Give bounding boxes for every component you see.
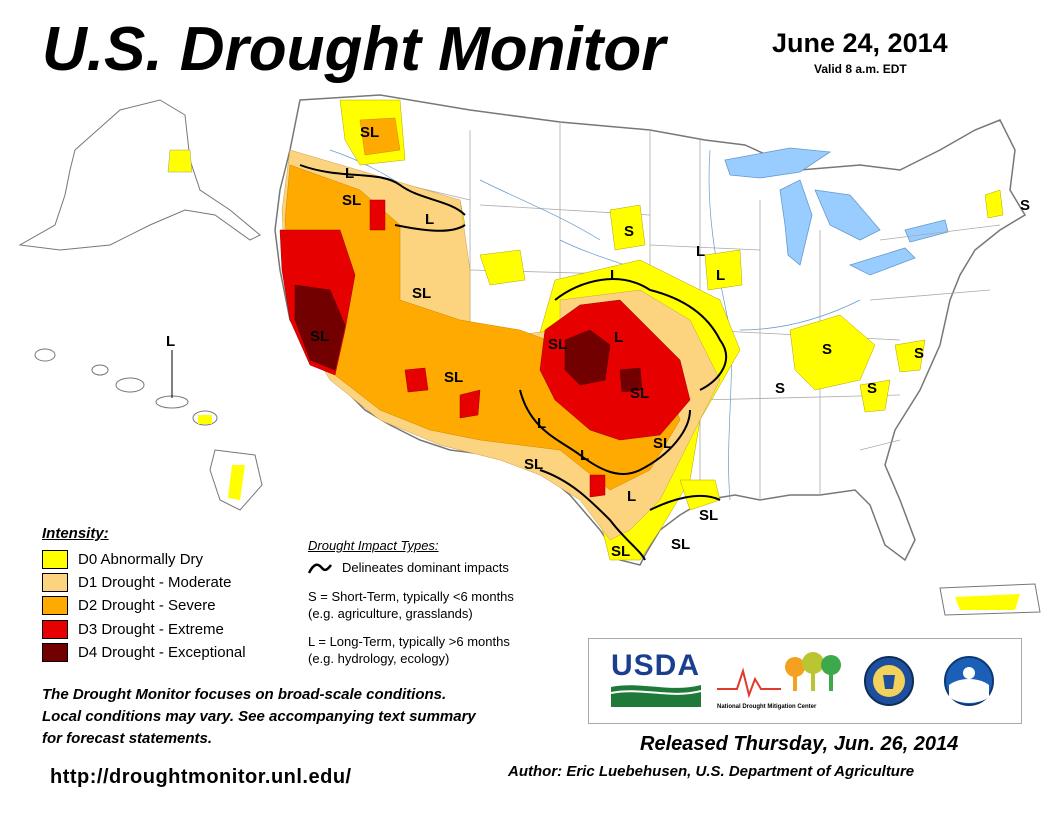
long-term-example: (e.g. hydrology, ecology) xyxy=(308,651,450,666)
short-term-text: S = Short-Term, typically <6 months xyxy=(308,589,514,604)
note-line: for forecast statements. xyxy=(42,730,213,747)
map-label: S xyxy=(624,223,634,240)
ndmc-logo: National Drought Mitigation Center xyxy=(717,649,845,715)
hawaii-d0b xyxy=(198,415,212,424)
long-term-text: L = Long-Term, typically >6 months xyxy=(308,634,510,649)
alaska-d0 xyxy=(167,149,193,173)
legend-item-d0: D0 Abnormally Dry xyxy=(42,549,203,569)
map-label: SL xyxy=(611,543,630,560)
map-label: L xyxy=(580,447,589,464)
valid-time: Valid 8 a.m. EDT xyxy=(814,62,907,76)
short-term-example: (e.g. agriculture, grasslands) xyxy=(308,606,473,621)
ndmc-logo-text: National Drought Mitigation Center xyxy=(717,704,817,710)
noaa-logo-icon xyxy=(944,656,994,706)
map-label: L xyxy=(166,333,175,350)
delineation-line-icon xyxy=(308,563,332,574)
map-label: SL xyxy=(630,385,649,402)
delineation-text: Delineates dominant impacts xyxy=(342,560,509,575)
website-url[interactable]: http://droughtmonitor.unl.edu/ xyxy=(50,766,352,788)
ndmc-trees-icon xyxy=(717,652,841,699)
legend-label: D1 Drought - Moderate xyxy=(78,573,232,591)
map-label: L xyxy=(627,488,636,505)
map-label: L xyxy=(425,211,434,228)
usda-field-icon xyxy=(611,685,701,707)
legend-swatch xyxy=(42,549,68,569)
usda-logo-text: USDA xyxy=(611,649,701,682)
note-line: Local conditions may vary. See accompany… xyxy=(42,708,476,725)
map-label: SL xyxy=(671,536,690,553)
puerto-rico-d0 xyxy=(955,594,1020,610)
doc-seal-icon xyxy=(864,656,914,706)
legend-swatch xyxy=(42,642,68,662)
impact-title: Drought Impact Types: xyxy=(308,538,439,553)
map-label: L xyxy=(716,267,725,284)
map-label: S xyxy=(867,380,877,397)
disclaimer-note: The Drought Monitor focuses on broad-sca… xyxy=(42,684,476,750)
legend-title: Intensity: xyxy=(42,525,109,542)
map-label: S xyxy=(1020,197,1030,214)
release-date: Released Thursday, Jun. 26, 2014 xyxy=(640,733,959,755)
note-line: The Drought Monitor focuses on broad-sca… xyxy=(42,686,447,703)
map-label: SL xyxy=(412,285,431,302)
map-label: SL xyxy=(342,192,361,209)
legend-item-d1: D1 Drought - Moderate xyxy=(42,572,231,592)
map-label: SL xyxy=(310,328,329,345)
map-label: L xyxy=(610,267,619,284)
page-title: U.S. Drought Monitor xyxy=(42,15,666,84)
legend-label: D0 Abnormally Dry xyxy=(78,550,204,568)
map-label: SL xyxy=(548,336,567,353)
map-label: S xyxy=(914,345,924,362)
legend-swatch xyxy=(42,619,68,639)
map-label: SL xyxy=(699,507,718,524)
impact-delineation: Delineates dominant impacts xyxy=(308,560,509,575)
map-label: S xyxy=(775,380,785,397)
author-credit: Author: Eric Luebehusen, U.S. Department… xyxy=(508,763,915,780)
legend-swatch xyxy=(42,595,68,615)
map-label: L xyxy=(537,415,546,432)
great-lakes xyxy=(724,147,949,276)
legend-label: D3 Drought - Extreme xyxy=(78,620,224,638)
usda-logo: USDA xyxy=(611,649,701,709)
map-label: L xyxy=(614,329,623,346)
map-label: S xyxy=(822,341,832,358)
alaska-shape xyxy=(18,99,261,251)
hawaii-islands xyxy=(34,348,263,511)
map-label: SL xyxy=(444,369,463,386)
map-date: June 24, 2014 xyxy=(772,28,948,58)
map-label: L xyxy=(345,165,354,182)
legend-label: D2 Drought - Severe xyxy=(78,596,216,614)
map-label: SL xyxy=(524,456,543,473)
partner-logos: USDA National Drought Mitigation Center xyxy=(588,638,1022,724)
hawaii-d0 xyxy=(228,465,245,500)
map-label: SL xyxy=(360,124,379,141)
legend-label: D4 Drought - Exceptional xyxy=(78,643,246,661)
legend-item-d2: D2 Drought - Severe xyxy=(42,595,216,615)
map-label: SL xyxy=(653,435,672,452)
map-label: L xyxy=(696,243,705,260)
legend-item-d4: D4 Drought - Exceptional xyxy=(42,642,246,662)
legend-item-d3: D3 Drought - Extreme xyxy=(42,619,224,639)
impact-lines xyxy=(299,164,727,561)
legend-swatch xyxy=(42,572,68,592)
d4-regions xyxy=(294,284,643,393)
